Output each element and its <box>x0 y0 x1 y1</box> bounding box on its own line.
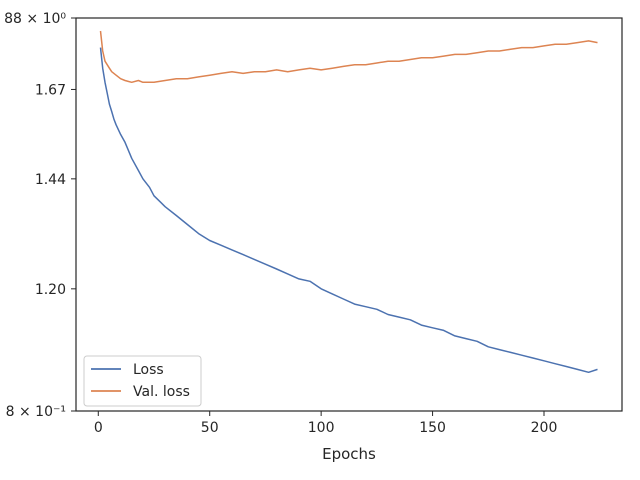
x-axis-label: Epochs <box>322 445 376 463</box>
legend-label-0: Loss <box>133 362 164 378</box>
y-tick-label: 88 × 10⁰ <box>4 11 66 27</box>
y-tick-label: 1.67 <box>35 82 66 98</box>
x-tick-label: 50 <box>201 420 219 436</box>
series-line-0 <box>99 47 598 374</box>
y-tick-label: 1.20 <box>35 282 66 298</box>
plot-area: 0 50 100 150 200 8 × 10⁻¹ 1.20 1.44 1.67 88 × 10⁰… <box>4 11 623 463</box>
axes-frame <box>75 17 623 412</box>
x-tick-label: 200 <box>531 420 558 436</box>
x-tick-label: 0 <box>94 420 103 436</box>
x-tick-label: 100 <box>308 420 335 436</box>
series-line-1 <box>99 30 598 84</box>
x-tick-label: 150 <box>419 420 446 436</box>
y-tick-label: 1.44 <box>35 172 66 188</box>
legend: Loss Val. loss <box>83 355 202 407</box>
legend-label-1: Val. loss <box>133 384 190 400</box>
y-tick-label: 8 × 10⁻¹ <box>6 404 66 420</box>
